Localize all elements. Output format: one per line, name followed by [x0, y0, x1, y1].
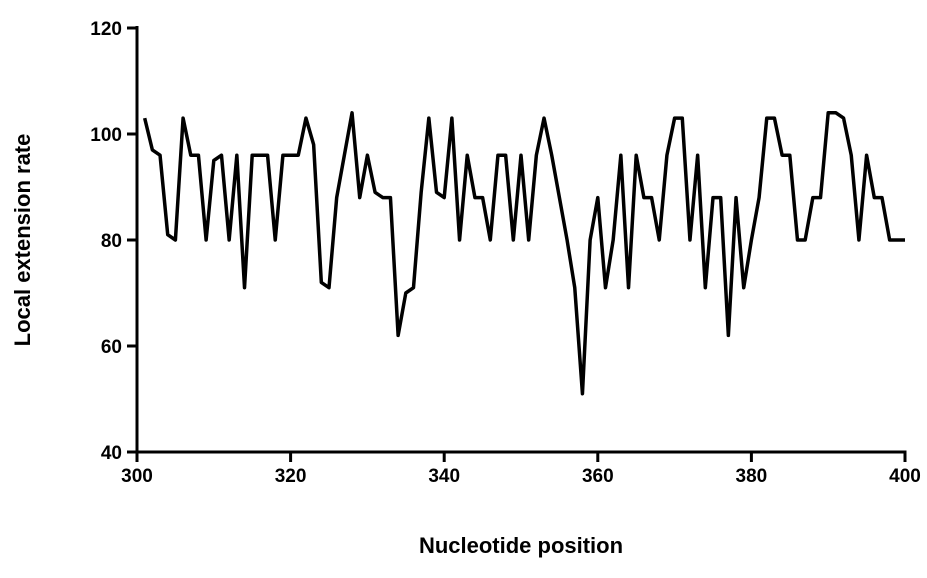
y-tick-label: 100 [90, 125, 122, 146]
y-axis-title: Local extension rate [10, 134, 35, 347]
x-axis-title: Nucleotide position [419, 533, 623, 558]
x-tick-label: 380 [736, 466, 768, 487]
x-tick-label: 360 [582, 466, 614, 487]
x-tick-label: 340 [428, 466, 460, 487]
data-line [142, 111, 905, 396]
y-tick-label: 80 [101, 231, 122, 252]
x-tick-label: 320 [275, 466, 307, 487]
y-tick-label: 120 [90, 19, 122, 40]
y-tick-label: 60 [101, 337, 122, 358]
x-tick-label: 300 [121, 466, 153, 487]
y-tick-label: 40 [101, 443, 122, 464]
x-tick-label: 400 [889, 466, 921, 487]
